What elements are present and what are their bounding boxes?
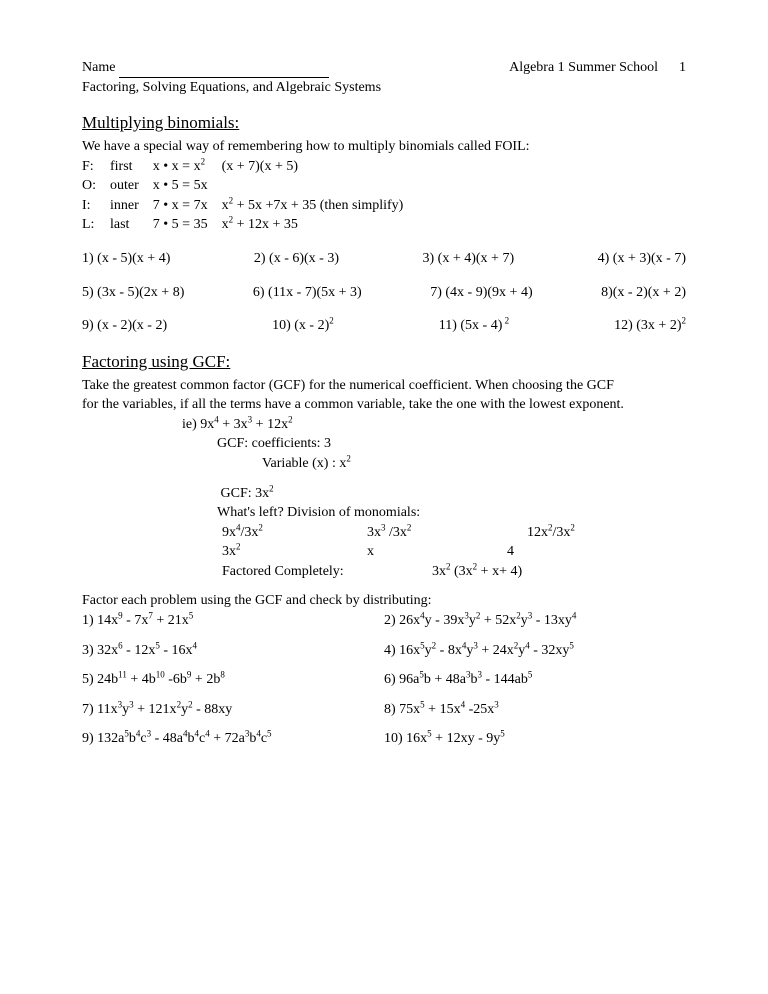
foil-i-letter: I: xyxy=(82,196,110,216)
gcf-problems-row4: 7) 11x3y3 + 121x2y2 - 88xy 8) 75x5 + 15x… xyxy=(82,700,686,720)
gcf-res1: 3x2 xyxy=(222,542,367,562)
p4: 4) (x + 3)(x - 7) xyxy=(598,249,686,269)
problems-row3: 9) (x - 2)(x - 2) 10) (x - 2)2 11) (5x -… xyxy=(82,316,686,336)
gcf-ex3: Variable (x) : x2 xyxy=(82,454,686,474)
foil-r2: x2 + 5x +7x + 35 (then simplify) xyxy=(222,196,418,216)
p6: 6) (11x - 7)(5x + 3) xyxy=(253,283,362,303)
foil-f-letter: F: xyxy=(82,157,110,177)
p1: 1) (x - 5)(x + 4) xyxy=(82,249,170,269)
foil-o-letter: O: xyxy=(82,176,110,196)
foil-l-letter: L: xyxy=(82,215,110,235)
gcf-ex5: What's left? Division of monomials: xyxy=(82,503,686,523)
p10: 10) (x - 2)2 xyxy=(272,316,334,336)
section2-title: Factoring using GCF: xyxy=(82,350,686,374)
foil-l-word: last xyxy=(110,215,153,235)
gp8: 8) 75x5 + 15x4 -25x3 xyxy=(384,700,686,720)
gp6: 6) 96a5b + 48a3b3 - 144ab5 xyxy=(384,670,686,690)
gcf-final-label: Factored Completely: xyxy=(222,562,432,582)
section2-intro3: Factor each problem using the GCF and ch… xyxy=(82,591,686,611)
gcf-final: Factored Completely: 3x2 (3x2 + x+ 4) xyxy=(82,562,686,582)
gp5: 5) 24b11 + 4b10 -6b9 + 2b8 xyxy=(82,670,384,690)
gp10: 10) 16x5 + 12xy - 9y5 xyxy=(384,729,686,749)
gp4: 4) 16x5y2 - 8x4y3 + 24x2y4 - 32xy5 xyxy=(384,641,686,661)
gcf-div-row: 9x4/3x2 3x3 /3x2 12x2/3x2 xyxy=(82,523,686,543)
name-label: Name xyxy=(82,58,329,78)
gcf-div3: 12x2/3x2 xyxy=(527,523,575,543)
foil-r3: x2 + 12x + 35 xyxy=(222,215,418,235)
gp1: 1) 14x9 - 7x7 + 21x5 xyxy=(82,611,384,631)
p7: 7) (4x - 9)(9x + 4) xyxy=(430,283,532,303)
foil-f-word: first xyxy=(110,157,153,177)
gcf-res-row: 3x2 x 4 xyxy=(82,542,686,562)
p8: 8)(x - 2)(x + 2) xyxy=(601,283,686,303)
gcf-div1: 9x4/3x2 xyxy=(222,523,367,543)
gp2: 2) 26x4y - 39x3y2 + 52x2y3 - 13xy4 xyxy=(384,611,686,631)
gcf-final-expr: 3x2 (3x2 + x+ 4) xyxy=(432,562,522,582)
subtitle: Factoring, Solving Equations, and Algebr… xyxy=(82,78,686,98)
section1-intro: We have a special way of remembering how… xyxy=(82,137,686,157)
gcf-problems-row2: 3) 32x6 - 12x5 - 16x4 4) 16x5y2 - 8x4y3 … xyxy=(82,641,686,661)
foil-r1: (x + 7)(x + 5) xyxy=(222,157,418,177)
foil-o-word: outer xyxy=(110,176,153,196)
foil-table: F: first x • x = x2 (x + 7)(x + 5) O: ou… xyxy=(82,157,417,235)
p12: 12) (3x + 2)2 xyxy=(614,316,686,336)
foil-i-word: inner xyxy=(110,196,153,216)
header: Name Algebra 1 Summer School 1 xyxy=(82,58,686,78)
page: Name Algebra 1 Summer School 1 Factoring… xyxy=(0,0,768,994)
problems-row2: 5) (3x - 5)(2x + 8) 6) (11x - 7)(5x + 3)… xyxy=(82,283,686,303)
p11: 11) (5x - 4) 2 xyxy=(439,316,509,336)
gcf-ex4: GCF: 3x2 xyxy=(82,484,686,504)
gcf-res2: x xyxy=(367,542,507,562)
gcf-problems-row5: 9) 132a5b4c3 - 48a4b4c4 + 72a3b4c5 10) 1… xyxy=(82,729,686,749)
gcf-problems-row1: 1) 14x9 - 7x7 + 21x5 2) 26x4y - 39x3y2 +… xyxy=(82,611,686,631)
section2-intro2: for the variables, if all the terms have… xyxy=(82,395,686,415)
problems-row1: 1) (x - 5)(x + 4) 2) (x - 6)(x - 3) 3) (… xyxy=(82,249,686,269)
p2: 2) (x - 6)(x - 3) xyxy=(254,249,339,269)
gp9: 9) 132a5b4c3 - 48a4b4c4 + 72a3b4c5 xyxy=(82,729,384,749)
gcf-ex1: ie) 9x4 + 3x3 + 12x2 xyxy=(82,415,686,435)
section2-intro1: Take the greatest common factor (GCF) fo… xyxy=(82,376,686,396)
gcf-ex2: GCF: coefficients: 3 xyxy=(82,434,686,454)
gcf-problems-row3: 5) 24b11 + 4b10 -6b9 + 2b8 6) 96a5b + 48… xyxy=(82,670,686,690)
section1-title: Multiplying binomials: xyxy=(82,111,686,135)
p3: 3) (x + 4)(x + 7) xyxy=(423,249,515,269)
foil-i-eq: 7 • x = 7x xyxy=(153,196,222,216)
gp3: 3) 32x6 - 12x5 - 16x4 xyxy=(82,641,384,661)
gcf-res3: 4 xyxy=(507,542,514,562)
gcf-div2: 3x3 /3x2 xyxy=(367,523,527,543)
course-label: Algebra 1 Summer School 1 xyxy=(509,58,686,78)
foil-l-eq: 7 • 5 = 35 xyxy=(153,215,222,235)
foil-f-eq: x • x = x2 xyxy=(153,157,222,177)
gp7: 7) 11x3y3 + 121x2y2 - 88xy xyxy=(82,700,384,720)
foil-o-eq: x • 5 = 5x xyxy=(153,176,222,196)
p5: 5) (3x - 5)(2x + 8) xyxy=(82,283,184,303)
p9: 9) (x - 2)(x - 2) xyxy=(82,316,167,336)
